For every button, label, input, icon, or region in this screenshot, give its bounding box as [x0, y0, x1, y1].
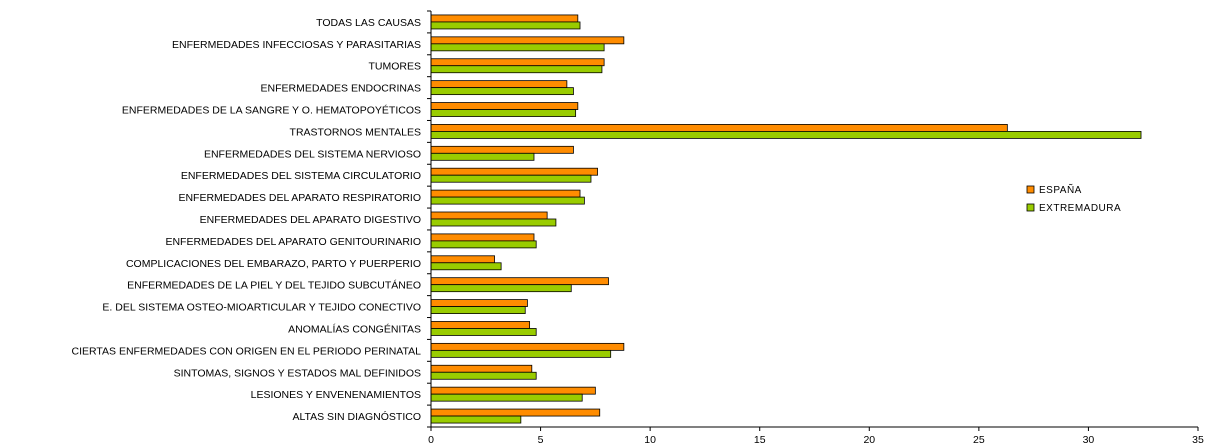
category-label: TUMORES: [369, 61, 422, 73]
bar-extremadura: [430, 87, 574, 96]
bar-extremadura: [430, 240, 537, 249]
bar-espana: [430, 233, 535, 242]
bar-extremadura: [430, 196, 585, 205]
bar-extremadura: [430, 218, 557, 227]
category-label: E. DEL SISTEMA OSTEO-MIOARTICULAR Y TEJI…: [102, 302, 421, 314]
category-label: ENFERMEDADES DEL APARATO GENITOURINARIO: [165, 236, 421, 248]
category-label: ENFERMEDADES DEL SISTEMA CIRCULATORIO: [181, 170, 421, 182]
bar-espana: [430, 386, 596, 395]
bar-espana: [430, 342, 625, 351]
bar-extremadura: [430, 131, 1142, 139]
category-label: ENFERMEDADES DEL APARATO DIGESTIVO: [200, 214, 421, 226]
category-label: ANOMALÍAS CONGÉNITAS: [288, 322, 421, 335]
bar-espana: [430, 36, 625, 45]
category-label: ENFERMEDADES DE LA SANGRE Y O. HEMATOPOY…: [122, 104, 421, 117]
category-label: LESIONES Y ENVENENAMIENTOS: [251, 389, 421, 401]
category-label: TRASTORNOS MENTALES: [290, 126, 421, 138]
category-label: ENFERMEDADES DEL APARATO RESPIRATORIO: [178, 192, 421, 204]
category-label: ENFERMEDADES ENDOCRINAS: [261, 83, 421, 95]
bar-espana: [430, 102, 579, 110]
bar-espana: [430, 14, 579, 23]
bar-espana: [430, 124, 1008, 132]
bar-espana: [430, 321, 531, 329]
bar-espana: [430, 189, 581, 198]
x-tick-label: 0: [428, 434, 434, 446]
category-label: ENFERMEDADES INFECCIOSAS Y PARASITARIAS: [172, 39, 421, 51]
bar-extremadura: [430, 393, 583, 402]
bar-extremadura: [430, 21, 581, 30]
bar-extremadura: [430, 349, 612, 358]
bar-extremadura: [430, 284, 572, 293]
bar-extremadura: [430, 328, 537, 336]
category-label: TODAS LAS CAUSAS: [316, 17, 421, 29]
bar-espana: [430, 167, 598, 176]
bars-group: [430, 14, 1142, 424]
bar-extremadura: [430, 262, 502, 271]
bar-espana: [430, 299, 528, 307]
legend-label-extremadura: EXTREMADURA: [1039, 203, 1121, 214]
x-tick-label: 20: [863, 434, 875, 446]
bar-espana: [430, 211, 548, 220]
category-label: CIERTAS ENFERMEDADES CON ORIGEN EN EL PE…: [72, 345, 422, 357]
category-label: ENFERMEDADES DE LA PIEL Y DEL TEJIDO SUB…: [127, 279, 421, 292]
category-label: COMPLICACIONES DEL EMBARAZO, PARTO Y PUE…: [126, 258, 421, 270]
legend-swatch-extremadura: [1026, 203, 1035, 212]
legend-label-espana: ESPAÑA: [1039, 183, 1082, 196]
bar-extremadura: [430, 65, 603, 74]
bar-espana: [430, 58, 605, 67]
bar-extremadura: [430, 109, 577, 117]
category-labels: TODAS LAS CAUSAS ENFERMEDADES INFECCIOSAS…: [72, 10, 431, 428]
bar-extremadura: [430, 152, 535, 161]
bar-espana: [430, 80, 568, 89]
x-tick-label: 15: [754, 434, 766, 446]
bar-espana: [430, 408, 601, 417]
bar-extremadura: [430, 174, 592, 183]
bar-espana: [430, 145, 574, 154]
x-tick-label: 5: [538, 434, 544, 446]
x-tick-label: 10: [644, 434, 656, 446]
bar-extremadura: [430, 371, 537, 380]
x-tick-label: 30: [1083, 434, 1095, 446]
bar-espana: [430, 277, 609, 286]
bar-extremadura: [430, 306, 526, 314]
legend-swatch-espana: [1026, 185, 1035, 194]
bar-espana: [430, 364, 533, 373]
category-label: ENFERMEDADES DEL SISTEMA NERVIOSO: [204, 148, 421, 160]
category-label: ALTAS SIN DIAGNÓSTICO: [292, 410, 421, 423]
bar-extremadura: [430, 43, 605, 52]
bar-espana: [430, 255, 495, 264]
bar-extremadura: [430, 415, 522, 424]
x-ticks: 0 5 10 15 20 25 30 35: [428, 427, 1204, 446]
category-label: SINTOMAS, SIGNOS Y ESTADOS MAL DEFINIDOS: [174, 367, 421, 379]
legend: ESPAÑA EXTREMADURA: [1026, 183, 1121, 214]
x-tick-label: 25: [973, 434, 985, 446]
x-tick-label: 35: [1192, 434, 1204, 446]
